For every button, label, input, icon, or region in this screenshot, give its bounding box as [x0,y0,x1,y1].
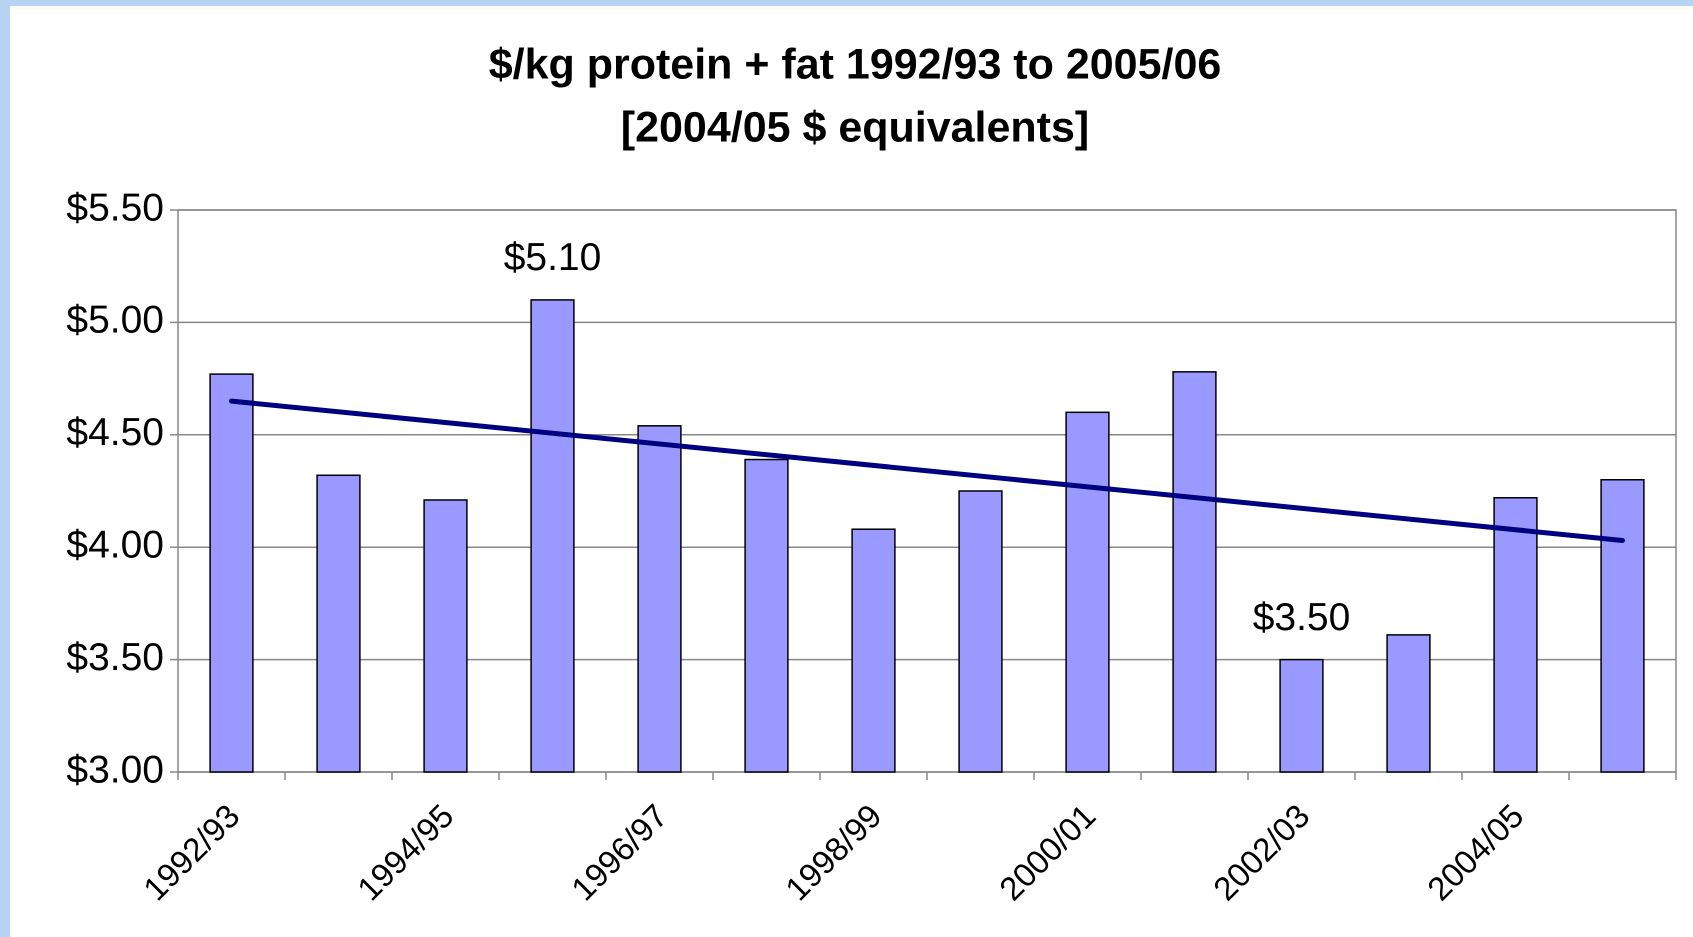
bar [423,499,468,773]
bar [637,425,682,773]
chart-subtitle: [2004/05 $ equivalents] [621,103,1089,151]
bar [1279,658,1324,773]
bar [851,528,896,773]
bar [1386,634,1431,773]
bar [1600,479,1645,773]
bar [1172,371,1217,773]
frame-left [0,0,10,937]
bar [530,299,575,773]
y-tick-label: $4.00 [66,523,164,566]
frame-top [0,0,1693,6]
trend-line [229,398,1625,543]
y-tick-label: $3.50 [66,636,164,679]
data-label: $5.10 [504,236,602,279]
bar [209,373,254,773]
y-tick-label: $3.00 [66,748,164,791]
bar [744,458,789,773]
data-label: $3.50 [1253,596,1351,639]
y-tick-label: $4.50 [66,411,164,454]
chart-title: $/kg protein + fat 1992/93 to 2005/06 [489,40,1222,88]
bar [316,474,361,773]
bar [958,490,1003,773]
y-tick-label: $5.50 [66,186,164,229]
bar [1065,411,1110,773]
y-tick-label: $5.00 [66,299,164,342]
bar [1493,496,1538,773]
